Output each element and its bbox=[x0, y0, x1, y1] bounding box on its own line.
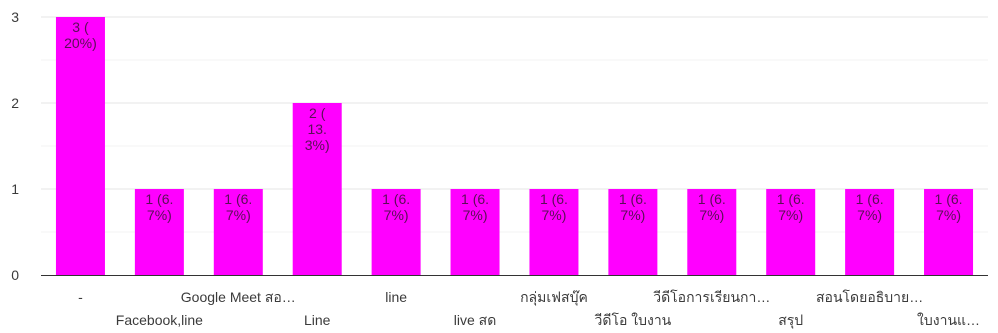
data-label-line: 7%) bbox=[699, 207, 724, 223]
data-label-line: 7%) bbox=[384, 207, 409, 223]
data-label-line: 1 (6. bbox=[540, 191, 568, 207]
x-tick-label-10: สอนโดยอธิบาย… bbox=[816, 289, 923, 305]
bar-3[interactable] bbox=[292, 103, 342, 275]
data-label-1: 1 (6. 7%) bbox=[145, 191, 173, 223]
bar-2[interactable] bbox=[213, 189, 263, 275]
data-label-line: 1 (6. bbox=[619, 191, 647, 207]
data-label-line: 1 (6. bbox=[382, 191, 410, 207]
gridlines bbox=[41, 16, 988, 233]
bar-5[interactable] bbox=[450, 189, 500, 275]
data-label-line: 1 (6. bbox=[935, 191, 963, 207]
data-label-line: 1 (6. bbox=[145, 191, 173, 207]
x-tick-label-2: Google Meet สอ… bbox=[181, 289, 296, 305]
data-label-6: 1 (6. 7%) bbox=[540, 191, 568, 223]
bar-6[interactable] bbox=[529, 189, 579, 275]
bar-9[interactable] bbox=[766, 189, 816, 275]
x-tick-label-3: Line bbox=[304, 312, 331, 328]
data-label-11: 1 (6. 7%) bbox=[935, 191, 963, 223]
data-label-line: 13. bbox=[307, 121, 326, 137]
data-label-line: 1 (6. bbox=[698, 191, 726, 207]
bar-11[interactable] bbox=[924, 189, 974, 275]
data-label-line: 1 (6. bbox=[777, 191, 805, 207]
y-tick-label: 3 bbox=[11, 9, 19, 25]
data-label-5: 1 (6. 7%) bbox=[461, 191, 489, 223]
data-label-0: 3 (20%) bbox=[64, 19, 97, 51]
data-label-line: 3%) bbox=[305, 137, 330, 153]
data-label-line: 7%) bbox=[620, 207, 645, 223]
bar-data-labels: 3 (20%)1 (6. 7%)1 (6. 7%)2 (13. 3%)1 (6. 7%)… bbox=[64, 19, 962, 223]
x-tick-label-4: line bbox=[385, 289, 407, 305]
x-tick-label-11: ใบงานแ… bbox=[917, 312, 980, 328]
data-label-10: 1 (6. 7%) bbox=[856, 191, 884, 223]
data-label-line: 7%) bbox=[463, 207, 488, 223]
x-tick-label-6: กลุ่มเฟสบุ๊ค bbox=[520, 289, 588, 306]
y-tick-label: 1 bbox=[11, 181, 19, 197]
x-tick-label-8: วีดีโอการเรียนกา… bbox=[653, 289, 770, 305]
data-label-7: 1 (6. 7%) bbox=[619, 191, 647, 223]
data-label-line: 7%) bbox=[936, 207, 961, 223]
data-label-line: 7%) bbox=[857, 207, 882, 223]
x-tick-label-7: วีดีโอ ใบงาน bbox=[594, 312, 671, 328]
data-label-9: 1 (6. 7%) bbox=[777, 191, 805, 223]
x-tick-label-5: live สด bbox=[454, 312, 497, 328]
data-label-line: 7%) bbox=[147, 207, 172, 223]
x-tick-label-9: สรุป bbox=[778, 312, 803, 329]
x-tick-label-1: Facebook,line bbox=[116, 312, 203, 328]
data-label-line: 7%) bbox=[542, 207, 567, 223]
data-label-line: 20%) bbox=[64, 35, 97, 51]
data-label-line: 1 (6. bbox=[224, 191, 252, 207]
data-label-line: 2 ( bbox=[309, 105, 326, 121]
y-axis-tick-labels: 0 1 2 3 bbox=[11, 9, 19, 283]
data-label-2: 1 (6. 7%) bbox=[224, 191, 252, 223]
data-label-3: 2 (13. 3%) bbox=[305, 105, 330, 153]
x-axis-tick-labels: - Facebook,line Google Meet สอ… Line line liv… bbox=[78, 289, 980, 329]
bar-4[interactable] bbox=[371, 189, 421, 275]
data-label-line: 1 (6. bbox=[461, 191, 489, 207]
bar-0[interactable] bbox=[55, 17, 105, 275]
bar-1[interactable] bbox=[134, 189, 184, 275]
y-tick-label: 0 bbox=[11, 267, 19, 283]
data-label-line: 7%) bbox=[226, 207, 251, 223]
bar-10[interactable] bbox=[845, 189, 895, 275]
x-tick-label-0: - bbox=[78, 289, 83, 305]
data-label-4: 1 (6. 7%) bbox=[382, 191, 410, 223]
bar-7[interactable] bbox=[608, 189, 658, 275]
y-tick-label: 2 bbox=[11, 95, 19, 111]
data-label-line: 7%) bbox=[778, 207, 803, 223]
data-label-line: 3 ( bbox=[72, 19, 89, 35]
data-label-8: 1 (6. 7%) bbox=[698, 191, 726, 223]
bar-8[interactable] bbox=[687, 189, 737, 275]
bars bbox=[55, 17, 974, 275]
data-label-line: 1 (6. bbox=[856, 191, 884, 207]
